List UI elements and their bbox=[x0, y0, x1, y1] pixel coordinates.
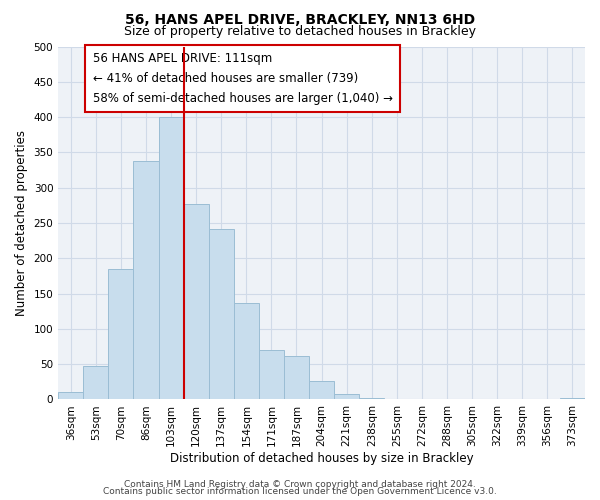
Bar bbox=[359, 398, 385, 400]
Text: Contains public sector information licensed under the Open Government Licence v3: Contains public sector information licen… bbox=[103, 487, 497, 496]
Bar bbox=[560, 398, 585, 400]
Bar bbox=[133, 161, 158, 400]
Text: Contains HM Land Registry data © Crown copyright and database right 2024.: Contains HM Land Registry data © Crown c… bbox=[124, 480, 476, 489]
Bar bbox=[334, 394, 359, 400]
Bar bbox=[83, 366, 109, 400]
Bar bbox=[284, 356, 309, 400]
Bar bbox=[58, 392, 83, 400]
Bar bbox=[234, 302, 259, 400]
Text: 56, HANS APEL DRIVE, BRACKLEY, NN13 6HD: 56, HANS APEL DRIVE, BRACKLEY, NN13 6HD bbox=[125, 12, 475, 26]
Y-axis label: Number of detached properties: Number of detached properties bbox=[15, 130, 28, 316]
X-axis label: Distribution of detached houses by size in Brackley: Distribution of detached houses by size … bbox=[170, 452, 473, 465]
Bar bbox=[109, 269, 133, 400]
Bar bbox=[259, 350, 284, 400]
Bar bbox=[184, 204, 209, 400]
Text: Size of property relative to detached houses in Brackley: Size of property relative to detached ho… bbox=[124, 25, 476, 38]
Text: 56 HANS APEL DRIVE: 111sqm
← 41% of detached houses are smaller (739)
58% of sem: 56 HANS APEL DRIVE: 111sqm ← 41% of deta… bbox=[92, 52, 392, 105]
Bar bbox=[158, 117, 184, 400]
Bar bbox=[309, 381, 334, 400]
Bar bbox=[209, 228, 234, 400]
